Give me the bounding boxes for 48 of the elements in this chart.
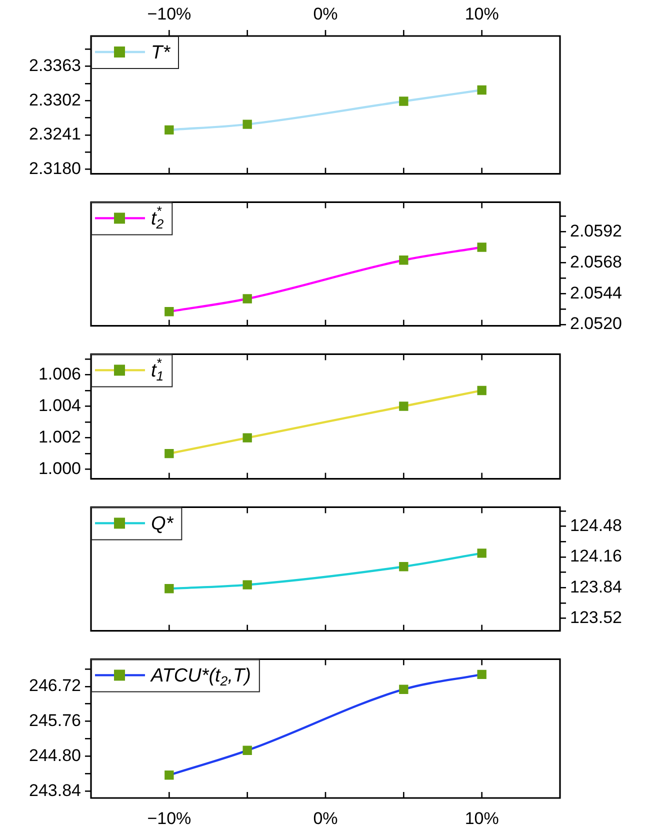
point: [399, 96, 408, 106]
point: [242, 746, 252, 755]
point: [477, 85, 486, 95]
x-tick-label: 0%: [313, 808, 338, 828]
y-tick-label: 2.3363: [29, 56, 81, 76]
x-tick-label: 10%: [464, 808, 499, 828]
y2-tick-label: 2.0520: [570, 314, 622, 334]
point: [399, 684, 408, 694]
point: [477, 670, 486, 680]
y2-tick-label: 123.52: [570, 608, 622, 628]
point: [164, 770, 174, 780]
x2-tick-label: 10%: [464, 4, 499, 24]
y2-tick-label: 2.0568: [570, 252, 622, 272]
point: [399, 562, 408, 572]
point: [399, 402, 408, 411]
y-tick-label: 1.004: [38, 396, 81, 415]
y-tick-label: 243.84: [29, 780, 81, 800]
point: [242, 433, 252, 442]
y-tick-label: 245.76: [29, 711, 81, 730]
legend-label: T*: [151, 42, 171, 64]
y2-tick-label: 123.84: [570, 577, 622, 596]
y-tick-label: 244.80: [29, 746, 81, 765]
y-tick-label: 246.72: [29, 676, 81, 696]
point: [164, 584, 174, 594]
x2-tick-label: 0%: [313, 4, 338, 24]
point: [477, 548, 486, 558]
y2-tick-label: 124.48: [570, 516, 622, 536]
y2-tick-label: 124.16: [570, 546, 622, 566]
point: [477, 242, 486, 252]
y-tick-label: 1.002: [38, 427, 81, 446]
y2-tick-label: 2.0592: [570, 222, 622, 240]
legend-label: Q*: [151, 513, 174, 534]
point: [164, 448, 174, 458]
x2-tick-label: −10%: [147, 4, 192, 24]
point: [399, 256, 408, 265]
point: [242, 294, 252, 304]
point: [164, 125, 174, 135]
y2-tick-label: 2.0544: [570, 283, 622, 302]
y-tick-label: 1.000: [38, 459, 81, 478]
y-tick-label: 2.3180: [29, 158, 81, 178]
point: [477, 386, 486, 396]
y-tick-label: 1.006: [38, 364, 81, 384]
point: [242, 120, 252, 129]
point: [242, 580, 252, 590]
y-tick-label: 2.3302: [29, 90, 81, 110]
point: [164, 307, 174, 316]
y-tick-label: 2.3241: [29, 124, 81, 144]
x-tick-label: −10%: [147, 808, 192, 828]
